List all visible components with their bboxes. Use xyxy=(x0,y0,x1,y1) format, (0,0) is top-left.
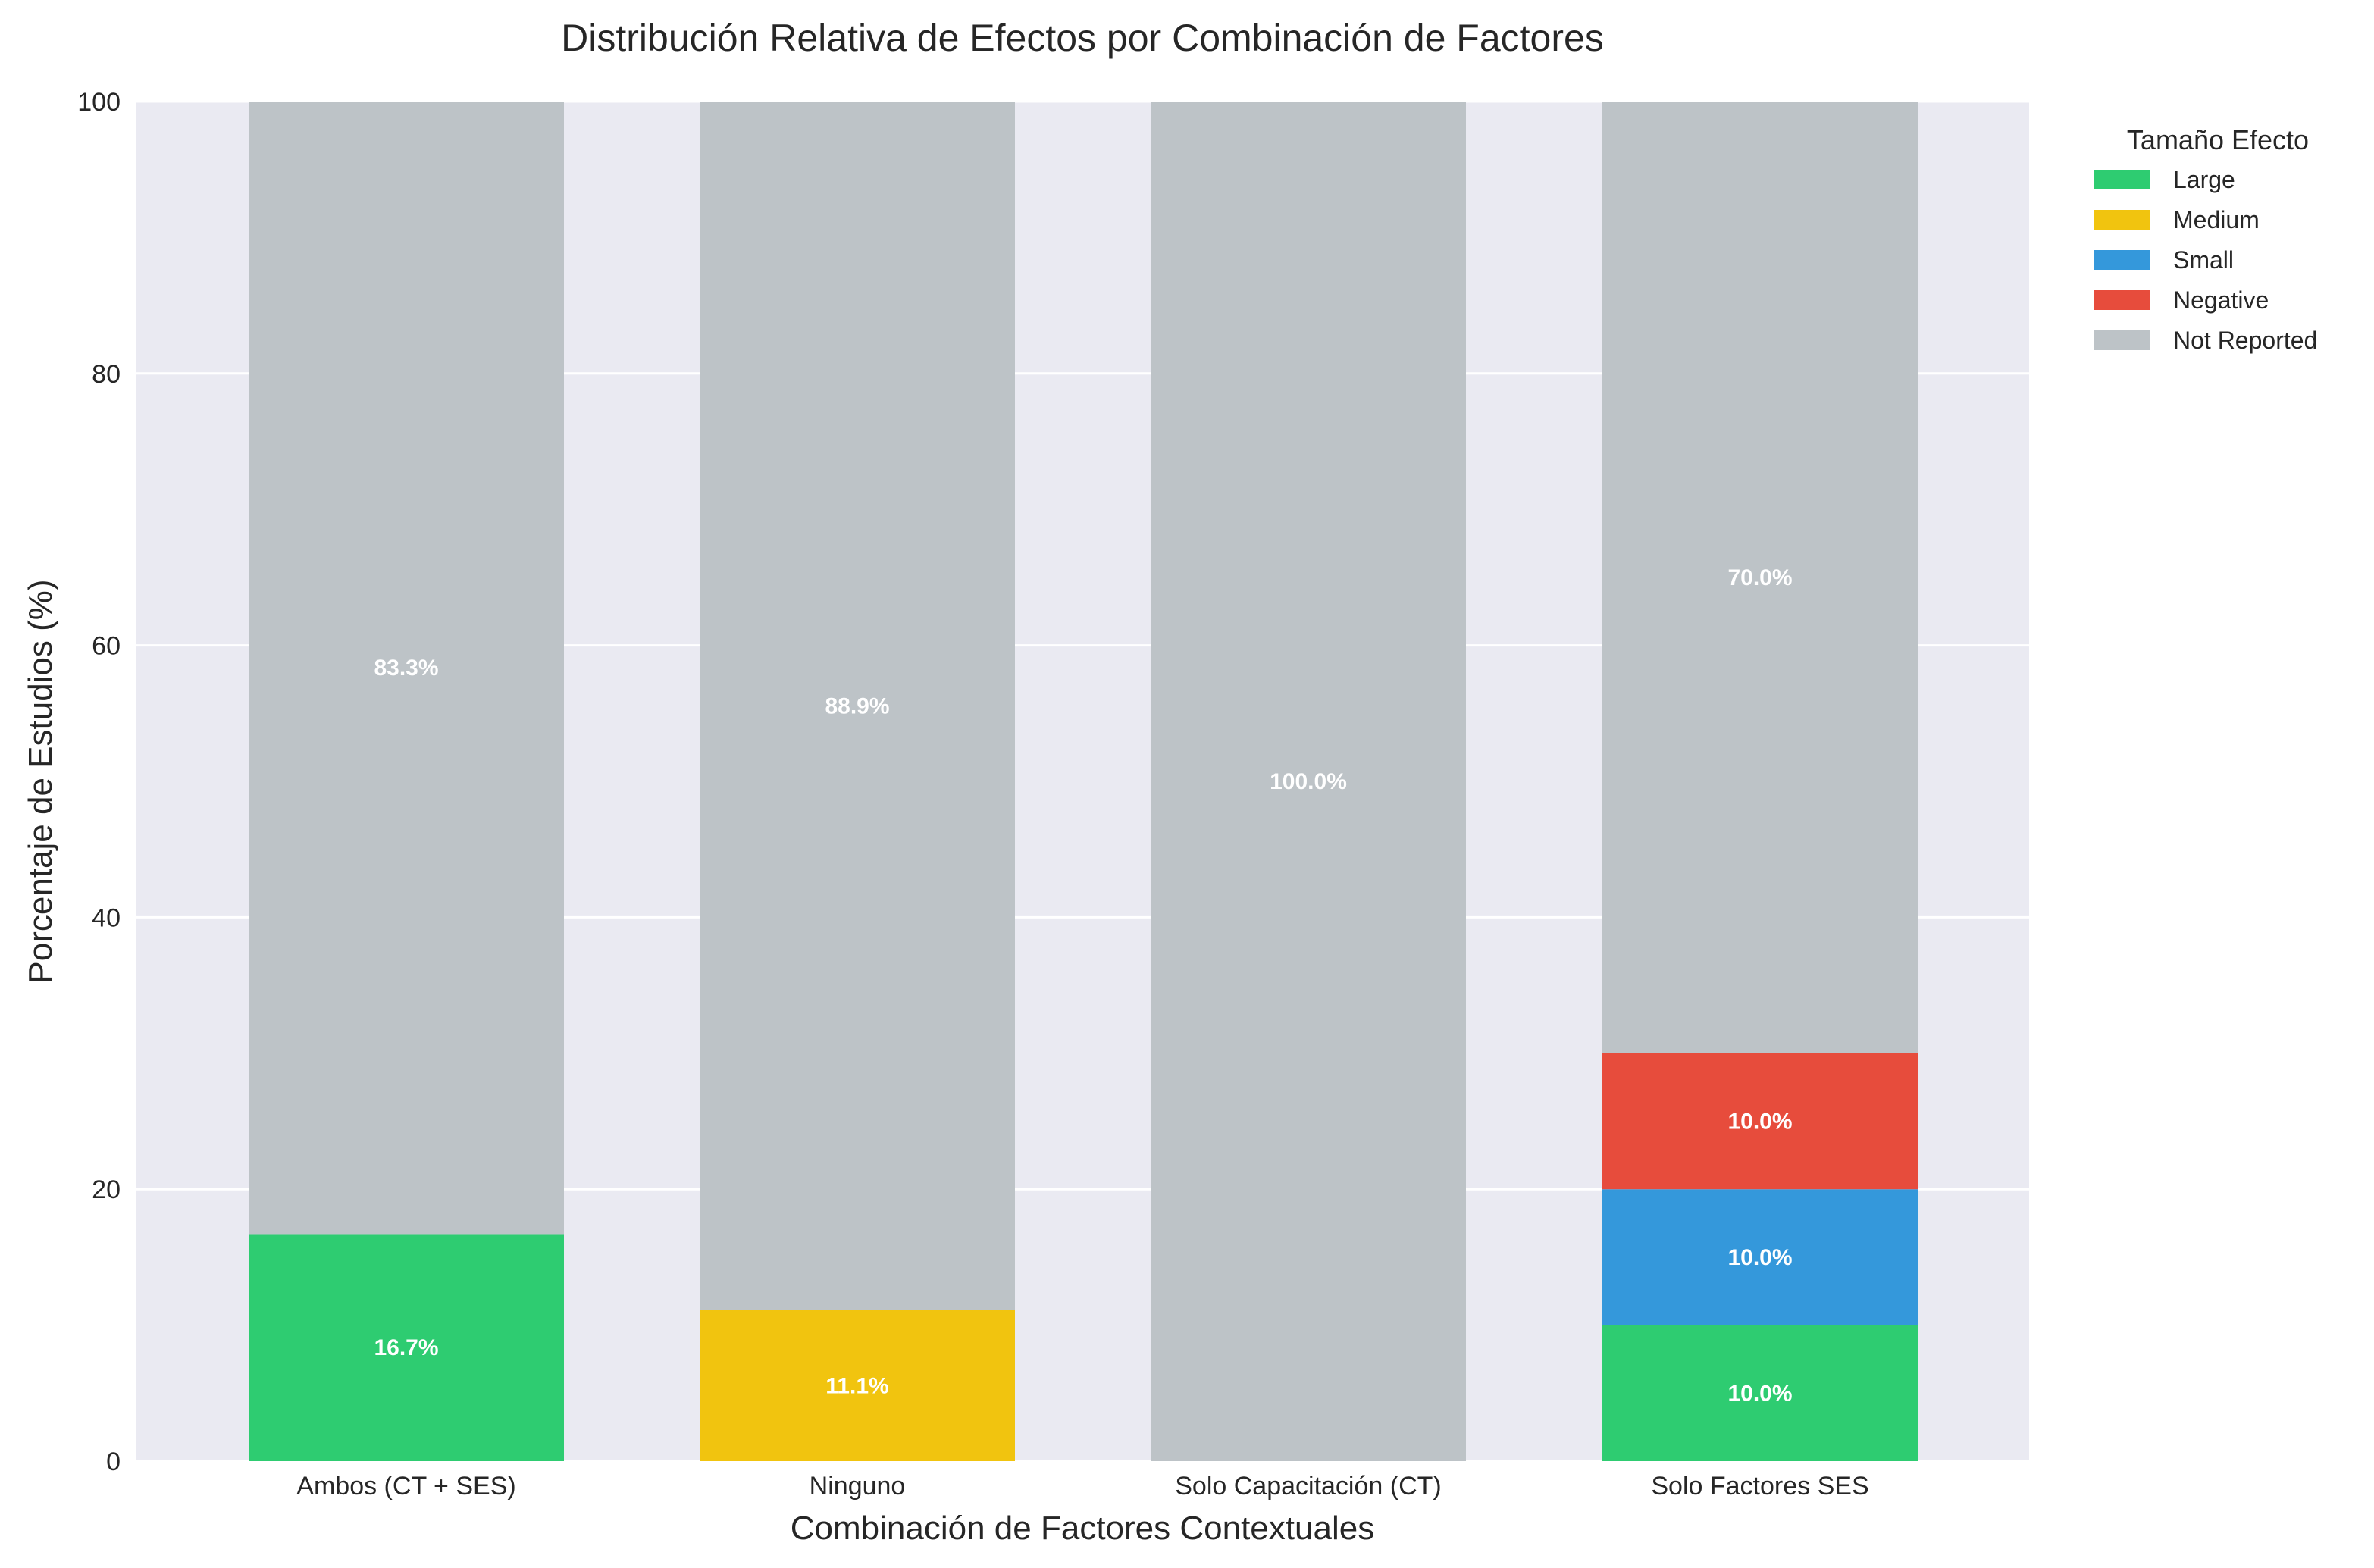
bar-segment xyxy=(1151,102,1466,1461)
legend-swatch xyxy=(2094,170,2150,189)
bar-segment xyxy=(1602,1325,1918,1461)
data-label: 10.0% xyxy=(1727,1109,1792,1135)
y-axis-label: Porcentaje de Estudios (%) xyxy=(22,579,59,983)
data-label: 16.7% xyxy=(374,1335,438,1360)
legend-title: Tamaño Efecto xyxy=(2127,124,2309,155)
data-label: 88.9% xyxy=(825,693,889,718)
x-tick-label: Ambos (CT + SES) xyxy=(296,1472,515,1501)
y-axis: 0 20 40 60 80 100 xyxy=(77,88,121,1476)
bar-segment xyxy=(249,1234,564,1461)
x-tick-label: Solo Factores SES xyxy=(1651,1472,1868,1501)
y-tick-label: 20 xyxy=(92,1175,121,1204)
bar-segment xyxy=(1602,1189,1918,1325)
bar-segment xyxy=(700,102,1015,1310)
legend-label: Small xyxy=(2173,246,2234,274)
x-tick-label: Solo Capacitación (CT) xyxy=(1175,1472,1441,1501)
legend-label: Negative xyxy=(2173,286,2269,314)
bar-segment xyxy=(1602,102,1918,1053)
bar-segment xyxy=(249,102,564,1235)
x-axis: Ambos (CT + SES) Ninguno Solo Capacitación… xyxy=(296,1472,1868,1501)
y-tick-label: 80 xyxy=(92,360,121,389)
y-tick-label: 60 xyxy=(92,632,121,661)
data-label: 10.0% xyxy=(1727,1381,1792,1406)
legend-swatch xyxy=(2094,250,2150,270)
data-label: 100.0% xyxy=(1270,769,1347,794)
x-axis-label: Combinación de Factores Contextuales xyxy=(791,1510,1374,1547)
data-label: 70.0% xyxy=(1727,565,1792,590)
legend-swatch xyxy=(2094,290,2150,310)
legend-label: Large xyxy=(2173,166,2235,193)
chart-title: Distribución Relativa de Efectos por Com… xyxy=(561,17,1604,59)
legend-label: Medium xyxy=(2173,206,2260,233)
bar-segment xyxy=(700,1310,1015,1461)
bars xyxy=(249,102,1918,1461)
legend-label: Not Reported xyxy=(2173,327,2317,354)
x-tick-label: Ninguno xyxy=(810,1472,906,1501)
data-label: 10.0% xyxy=(1727,1245,1792,1270)
y-tick-label: 100 xyxy=(77,88,121,117)
y-tick-label: 0 xyxy=(106,1448,121,1476)
bar-segment xyxy=(1602,1053,1918,1190)
legend-swatch xyxy=(2094,210,2150,230)
data-label: 11.1% xyxy=(825,1373,888,1398)
legend-swatch xyxy=(2094,330,2150,350)
legend: Tamaño Efecto Large Medium Small Negative No… xyxy=(2094,124,2317,354)
data-label: 83.3% xyxy=(374,656,438,681)
y-tick-label: 40 xyxy=(92,903,121,932)
data-labels: 16.7% 83.3% 11.1% 88.9% 100.0% 10.0% 10.0% 10.0… xyxy=(374,565,1792,1406)
